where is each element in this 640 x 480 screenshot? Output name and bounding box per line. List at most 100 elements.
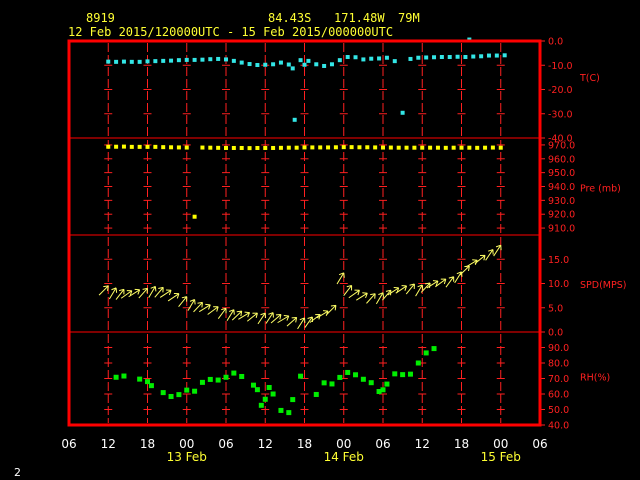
x-day-label: 15 Feb	[481, 450, 521, 464]
wind-arrow	[474, 254, 486, 264]
temp-point	[314, 62, 319, 67]
rh-point	[345, 369, 351, 375]
pres-point	[278, 145, 283, 150]
pres-point	[373, 145, 378, 150]
wind-arrow	[304, 316, 313, 328]
rh-point	[231, 370, 237, 376]
temp-ytick-label: 0.0	[548, 37, 563, 48]
pres-point	[318, 145, 323, 150]
wind-arrow	[138, 287, 148, 299]
pres-point	[388, 145, 393, 150]
wind-arrow	[115, 288, 125, 300]
pres-point	[302, 145, 307, 150]
temp-point	[345, 55, 350, 60]
wind-arrow	[326, 304, 337, 315]
wind-arrow	[420, 282, 431, 293]
station-id: 8919	[86, 11, 115, 25]
pres-point	[404, 145, 409, 150]
pres-ytick-label: 940.0	[548, 182, 575, 193]
x-tick-label: 00	[336, 437, 351, 451]
rh-ytick-label: 60.0	[548, 390, 569, 401]
rh-point	[145, 379, 150, 385]
wind-arrow	[356, 292, 368, 301]
temp-point	[302, 62, 307, 67]
wind-arrow	[193, 301, 203, 313]
temp-point	[208, 57, 213, 62]
wind-arrow	[270, 314, 282, 324]
pres-point	[161, 145, 166, 150]
rh-point	[360, 376, 366, 382]
rh-point	[384, 381, 390, 387]
temp-point	[384, 55, 389, 60]
wind-arrow	[246, 312, 258, 322]
pres-point	[451, 145, 456, 150]
wind-arrow	[405, 283, 415, 295]
temp-point	[169, 58, 174, 63]
rh-point	[121, 373, 127, 379]
rh-point	[137, 376, 143, 382]
rh-point	[431, 346, 437, 352]
pres-ytick-label: 930.0	[548, 196, 575, 207]
wind-arrow	[207, 306, 219, 315]
temp-point	[184, 57, 189, 62]
rh-point	[270, 391, 276, 397]
temp-point	[239, 60, 244, 65]
rh-point	[239, 373, 245, 379]
x-day-label: 13 Feb	[167, 450, 207, 464]
page-number: 2	[14, 466, 21, 479]
rh-point	[160, 390, 166, 396]
wind-arrow	[415, 284, 424, 297]
rh-point	[313, 391, 319, 397]
temp-ytick-label: -40.0	[548, 134, 573, 145]
temp-point	[392, 59, 397, 64]
pres-point	[310, 145, 315, 150]
wind-arrow	[120, 290, 133, 299]
station-latitude: 84.43S	[268, 11, 311, 25]
rh-point	[376, 389, 382, 395]
rh-point	[329, 381, 335, 387]
wind-arrow	[108, 287, 118, 300]
rh-point	[286, 410, 292, 416]
temp-point	[400, 110, 405, 115]
rh-point	[258, 402, 264, 408]
wind-arrow	[343, 284, 353, 297]
wind-arrow	[493, 244, 502, 257]
pres-point	[121, 144, 126, 149]
temp-point	[176, 58, 181, 63]
temp-axis-label: T(C)	[579, 73, 600, 84]
rh-point	[199, 379, 205, 385]
pres-point	[286, 145, 291, 150]
temp-point	[369, 56, 374, 61]
temp-point	[278, 60, 283, 65]
rh-point	[321, 380, 327, 386]
temp-point	[353, 55, 358, 60]
wind-ytick-label: 5.0	[548, 303, 563, 314]
temp-point	[455, 54, 460, 59]
pres-point	[483, 145, 488, 150]
wind-arrow	[485, 249, 494, 261]
rh-point	[400, 372, 406, 378]
rh-point	[290, 397, 296, 403]
pres-point	[498, 145, 503, 150]
pres-point	[459, 145, 464, 150]
pres-point	[357, 145, 362, 150]
wind-arrow	[366, 293, 376, 304]
wind-arrow	[187, 299, 196, 311]
temp-point	[231, 58, 236, 63]
pres-point	[294, 145, 299, 150]
temp-point	[408, 56, 413, 61]
x-tick-label: 12	[101, 437, 116, 451]
pres-point	[490, 145, 495, 150]
rh-point	[250, 382, 256, 388]
pres-point	[208, 145, 213, 150]
pres-point	[341, 145, 346, 150]
wind-arrow	[435, 278, 447, 288]
pres-point	[467, 145, 472, 150]
rh-point	[262, 396, 268, 402]
x-day-label: 14 Feb	[324, 450, 364, 464]
pres-point	[137, 144, 142, 149]
pres-point	[184, 145, 189, 150]
pres-point	[428, 145, 433, 150]
x-tick-label: 12	[415, 437, 430, 451]
x-tick-label: 18	[297, 437, 312, 451]
